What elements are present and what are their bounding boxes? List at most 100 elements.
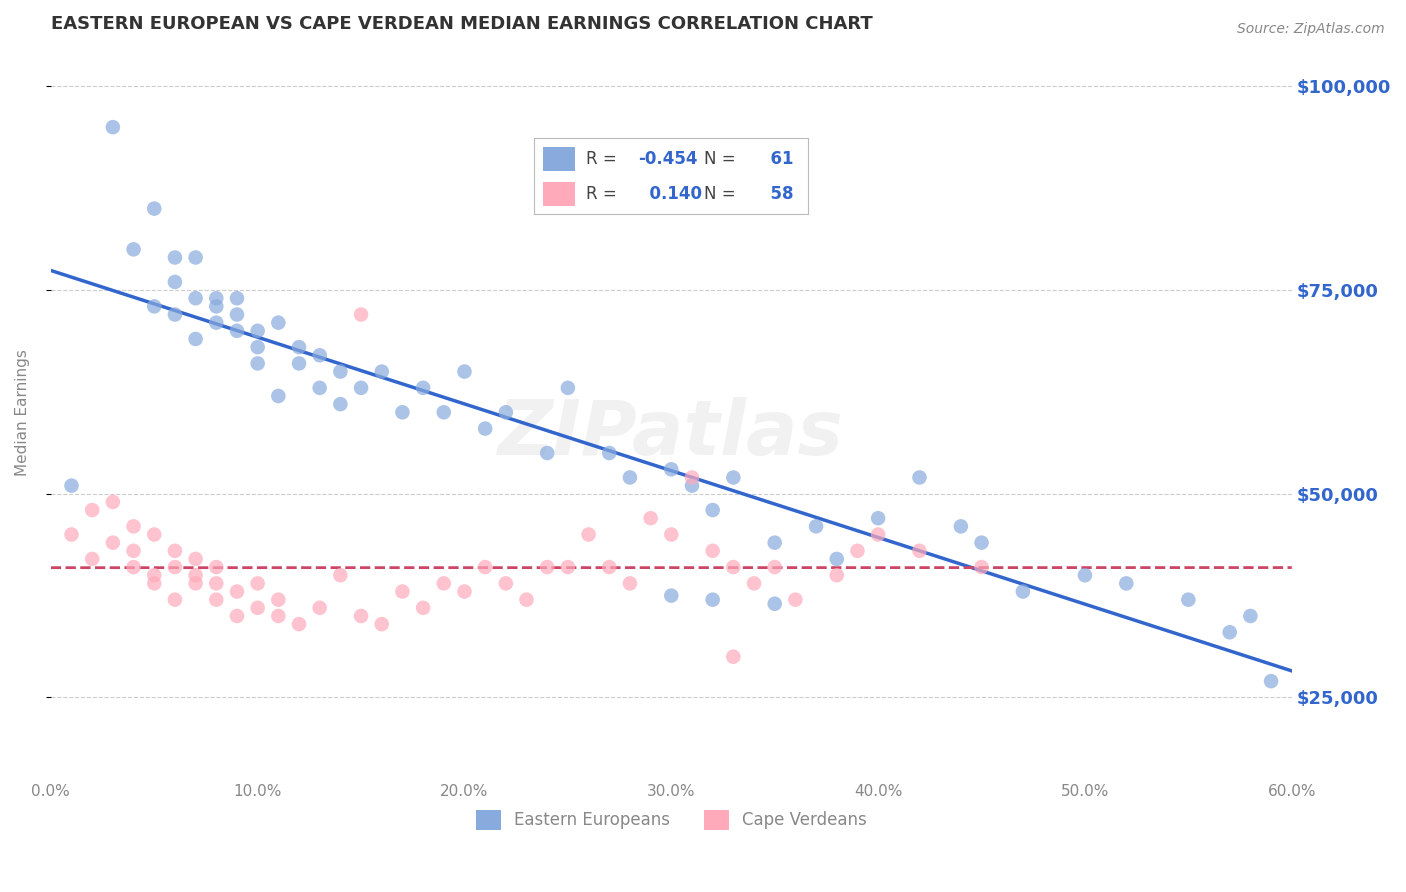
- Point: [640, 511, 662, 525]
- Point: [288, 356, 311, 370]
- Point: [578, 527, 600, 541]
- Point: [143, 299, 166, 313]
- Point: [785, 592, 807, 607]
- Point: [557, 381, 579, 395]
- Point: [453, 365, 475, 379]
- Text: 0.140: 0.140: [638, 185, 703, 202]
- Point: [970, 560, 993, 574]
- Point: [246, 600, 269, 615]
- Point: [763, 597, 786, 611]
- Point: [659, 527, 682, 541]
- Point: [908, 543, 931, 558]
- Point: [246, 324, 269, 338]
- Point: [226, 291, 249, 305]
- Point: [101, 495, 124, 509]
- Point: [101, 535, 124, 549]
- Point: [681, 470, 703, 484]
- Point: [246, 340, 269, 354]
- Point: [723, 470, 745, 484]
- Point: [163, 543, 186, 558]
- Text: Source: ZipAtlas.com: Source: ZipAtlas.com: [1237, 22, 1385, 37]
- Point: [433, 405, 456, 419]
- Text: ZIPatlas: ZIPatlas: [498, 397, 844, 471]
- Point: [184, 576, 207, 591]
- Point: [619, 576, 641, 591]
- Point: [60, 527, 83, 541]
- Point: [267, 389, 290, 403]
- Text: R =: R =: [586, 185, 623, 202]
- Point: [184, 291, 207, 305]
- Point: [267, 316, 290, 330]
- Point: [619, 470, 641, 484]
- Text: EASTERN EUROPEAN VS CAPE VERDEAN MEDIAN EARNINGS CORRELATION CHART: EASTERN EUROPEAN VS CAPE VERDEAN MEDIAN …: [51, 15, 873, 33]
- Point: [184, 251, 207, 265]
- Point: [825, 568, 848, 582]
- Point: [723, 560, 745, 574]
- Point: [350, 308, 373, 322]
- Point: [143, 202, 166, 216]
- Point: [681, 478, 703, 492]
- Point: [1177, 592, 1199, 607]
- Point: [267, 609, 290, 624]
- Y-axis label: Median Earnings: Median Earnings: [15, 349, 30, 475]
- Point: [101, 120, 124, 135]
- Point: [246, 576, 269, 591]
- Point: [1239, 609, 1261, 624]
- Point: [226, 308, 249, 322]
- Point: [970, 535, 993, 549]
- Point: [122, 543, 145, 558]
- Point: [474, 560, 496, 574]
- Point: [205, 299, 228, 313]
- Point: [412, 600, 434, 615]
- Point: [143, 568, 166, 582]
- Point: [536, 560, 558, 574]
- Point: [391, 405, 413, 419]
- Legend: Eastern Europeans, Cape Verdeans: Eastern Europeans, Cape Verdeans: [470, 803, 873, 837]
- Point: [184, 568, 207, 582]
- Point: [371, 365, 394, 379]
- Point: [205, 291, 228, 305]
- Point: [433, 576, 456, 591]
- Point: [246, 356, 269, 370]
- Point: [288, 617, 311, 632]
- Point: [163, 251, 186, 265]
- Point: [184, 332, 207, 346]
- Point: [308, 600, 330, 615]
- Point: [205, 316, 228, 330]
- Point: [184, 552, 207, 566]
- Point: [495, 405, 517, 419]
- Point: [702, 503, 724, 517]
- Point: [763, 560, 786, 574]
- Point: [350, 381, 373, 395]
- Point: [702, 543, 724, 558]
- Point: [329, 568, 352, 582]
- Point: [226, 609, 249, 624]
- Point: [495, 576, 517, 591]
- Point: [205, 560, 228, 574]
- Point: [163, 592, 186, 607]
- Point: [371, 617, 394, 632]
- Point: [60, 478, 83, 492]
- Point: [804, 519, 827, 533]
- Point: [288, 340, 311, 354]
- Point: [868, 527, 890, 541]
- Text: R =: R =: [586, 150, 623, 168]
- Point: [846, 543, 869, 558]
- Point: [122, 243, 145, 257]
- Text: -0.454: -0.454: [638, 150, 697, 168]
- Point: [949, 519, 972, 533]
- Point: [82, 552, 104, 566]
- Text: 61: 61: [759, 150, 793, 168]
- Point: [329, 397, 352, 411]
- Point: [515, 592, 537, 607]
- Bar: [543, 146, 575, 171]
- Point: [1260, 674, 1282, 689]
- Text: N =: N =: [704, 185, 741, 202]
- Point: [350, 609, 373, 624]
- Point: [412, 381, 434, 395]
- Point: [122, 560, 145, 574]
- Point: [702, 592, 724, 607]
- Point: [453, 584, 475, 599]
- Point: [329, 365, 352, 379]
- Point: [143, 576, 166, 591]
